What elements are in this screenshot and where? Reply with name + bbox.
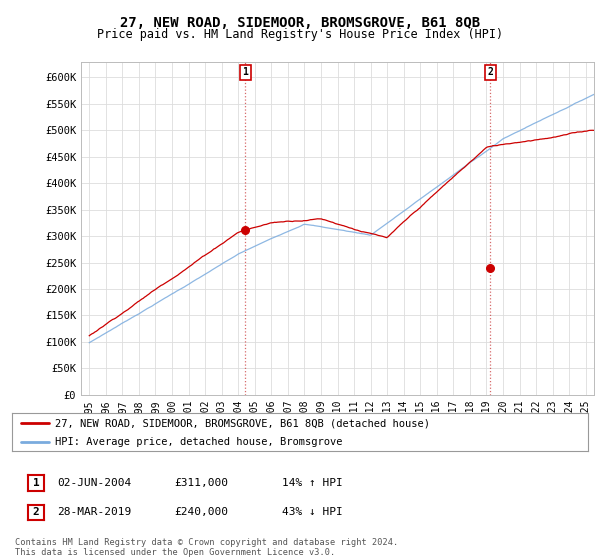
Text: 27, NEW ROAD, SIDEMOOR, BROMSGROVE, B61 8QB: 27, NEW ROAD, SIDEMOOR, BROMSGROVE, B61 … — [120, 16, 480, 30]
Text: £311,000: £311,000 — [174, 478, 228, 488]
Text: HPI: Average price, detached house, Bromsgrove: HPI: Average price, detached house, Brom… — [55, 437, 343, 447]
Text: 1: 1 — [32, 478, 40, 488]
Text: 2: 2 — [487, 67, 493, 77]
Text: 14% ↑ HPI: 14% ↑ HPI — [282, 478, 343, 488]
Text: 2: 2 — [32, 507, 40, 517]
Text: 43% ↓ HPI: 43% ↓ HPI — [282, 507, 343, 517]
Text: 1: 1 — [242, 67, 248, 77]
Text: 28-MAR-2019: 28-MAR-2019 — [57, 507, 131, 517]
Text: £240,000: £240,000 — [174, 507, 228, 517]
Text: 02-JUN-2004: 02-JUN-2004 — [57, 478, 131, 488]
Text: Contains HM Land Registry data © Crown copyright and database right 2024.
This d: Contains HM Land Registry data © Crown c… — [15, 538, 398, 557]
Text: 27, NEW ROAD, SIDEMOOR, BROMSGROVE, B61 8QB (detached house): 27, NEW ROAD, SIDEMOOR, BROMSGROVE, B61 … — [55, 418, 430, 428]
Text: Price paid vs. HM Land Registry's House Price Index (HPI): Price paid vs. HM Land Registry's House … — [97, 28, 503, 41]
